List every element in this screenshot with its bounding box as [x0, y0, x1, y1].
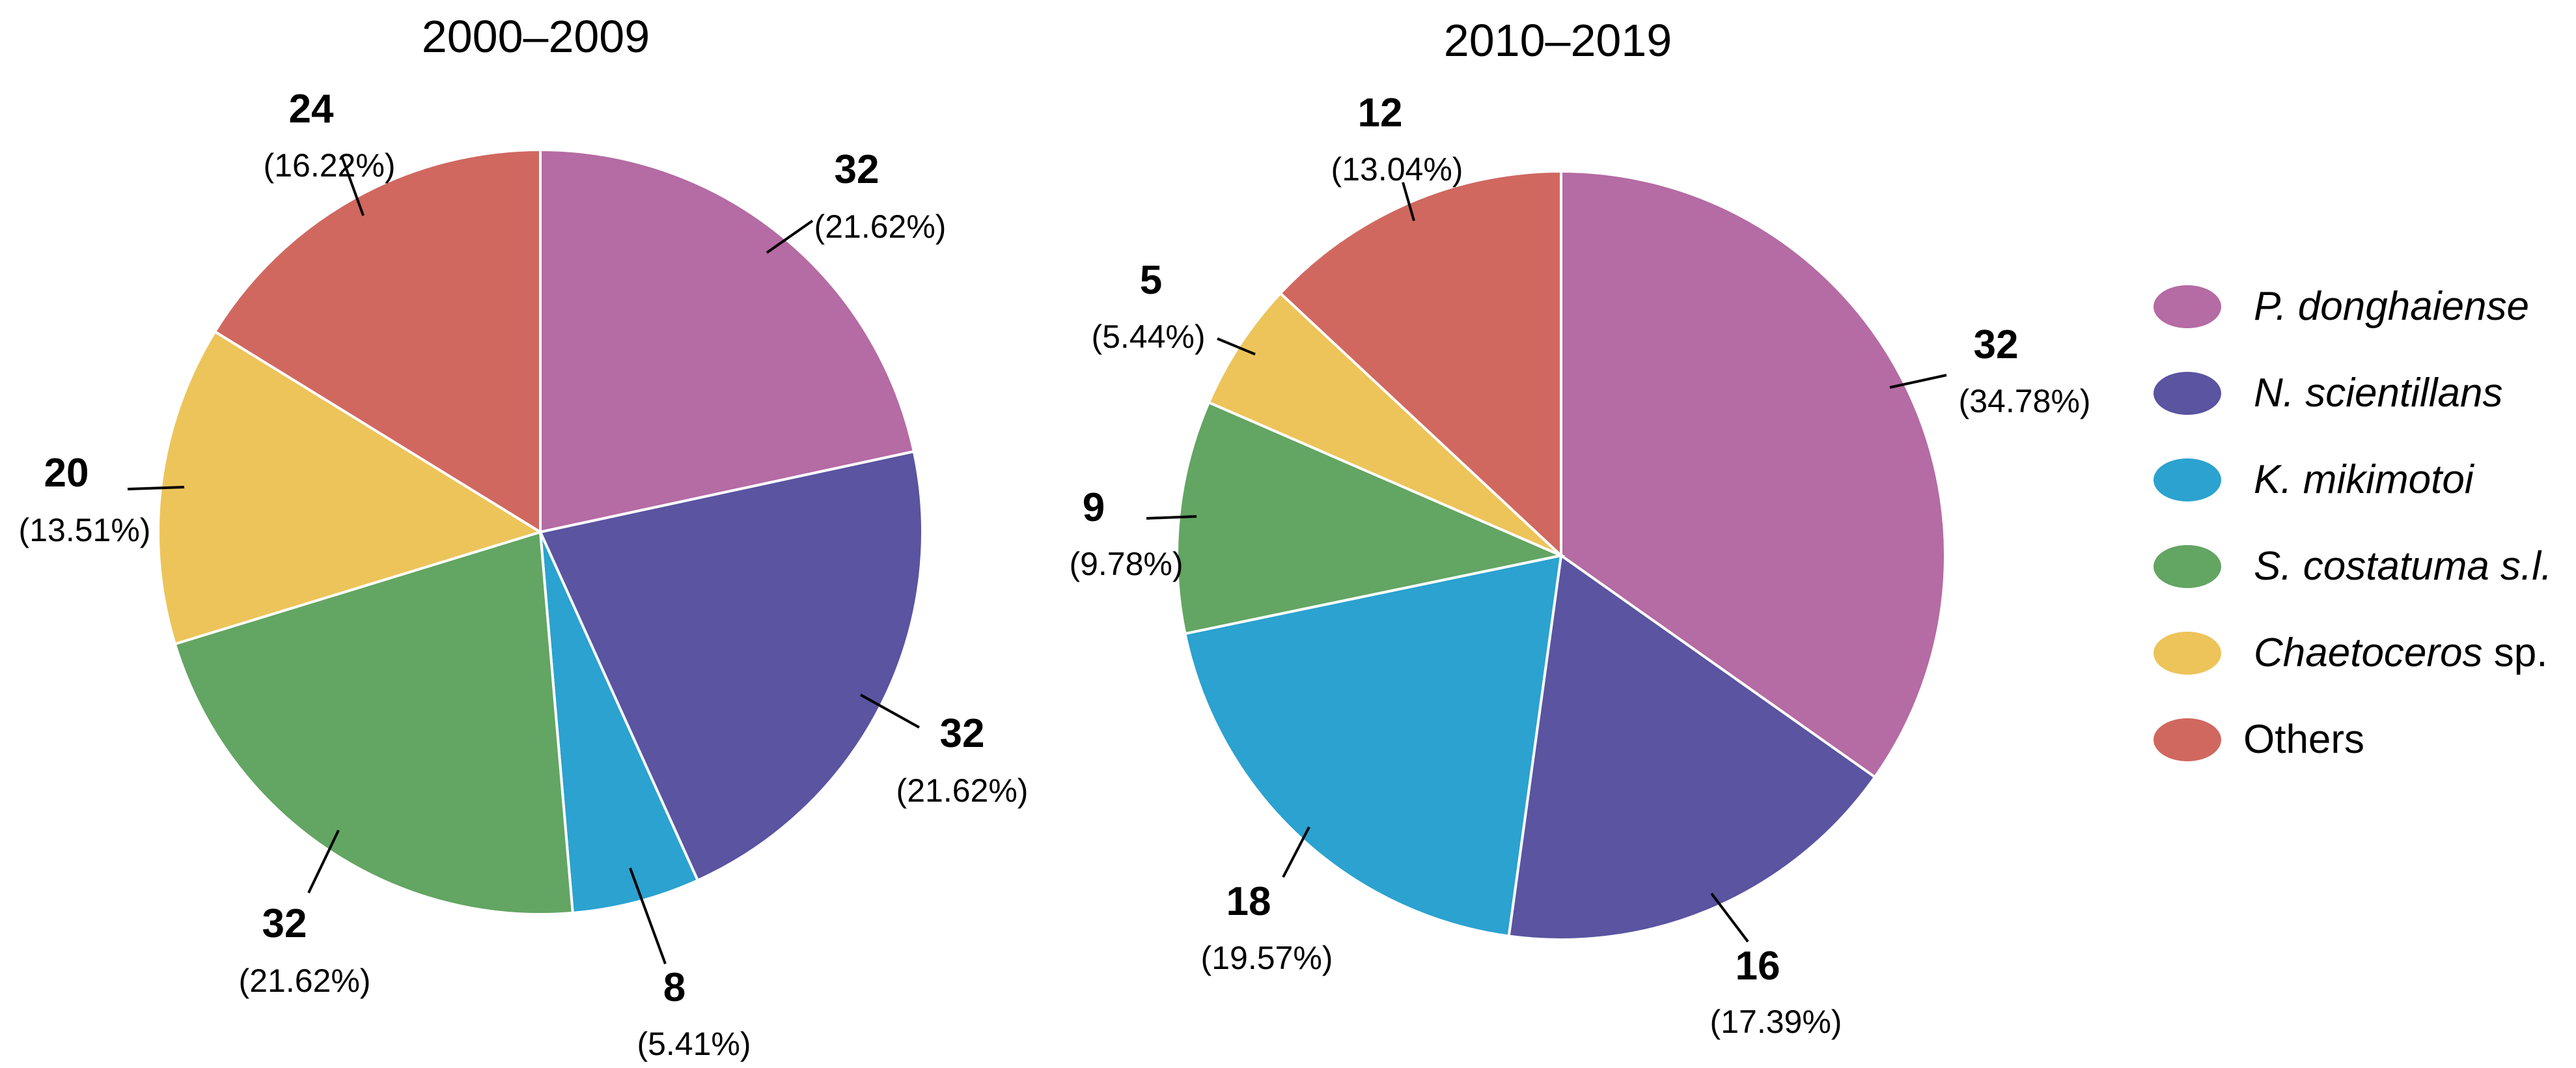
value-label: 12: [1358, 91, 1403, 135]
pie-chart-2010-2019: 2010–2019 32 (34.78%) 16 (17.39%) 18 (19.57%)…: [1069, 15, 2090, 1040]
legend-item-p-donghaiense: P. donghaiense: [2154, 284, 2529, 329]
leader-line: [1710, 892, 1749, 943]
value-label: 32: [940, 711, 985, 756]
legend-swatch: [2154, 718, 2221, 761]
pie-slice-n-scientillans: [538, 449, 924, 882]
legend-label: Chaetoceros sp.: [2254, 630, 2547, 675]
legend-swatch: [2154, 632, 2221, 675]
pie-slice-chaetoceros-sp: [157, 330, 544, 646]
value-label: 8: [663, 965, 686, 1010]
percent-label: (16.22%): [264, 147, 396, 184]
legend-label: N. scientillans: [2254, 371, 2502, 415]
percent-label: (19.57%): [1201, 940, 1333, 976]
leader-line: [860, 694, 920, 729]
leader-line: [127, 486, 185, 490]
pie-slice-others: [213, 148, 542, 535]
percent-label: (21.62%): [239, 963, 371, 999]
value-label: 16: [1736, 944, 1780, 989]
leader-line: [340, 156, 365, 216]
legend-swatch: [2154, 458, 2221, 501]
legend-item-others: Others: [2154, 717, 2364, 762]
value-label: 20: [44, 451, 89, 496]
pie-slice-p-donghaiense: [539, 148, 916, 534]
pie-slice-chaetoceros-sp: [1207, 291, 1562, 557]
chart-title: 2000–2009: [422, 11, 650, 62]
pie-slice-p-donghaiense: [1560, 169, 1946, 780]
legend-label: Others: [2243, 717, 2364, 762]
value-label: 32: [262, 901, 307, 946]
pie-slice-n-scientillans: [1507, 553, 1877, 941]
value-label: 32: [1974, 322, 2019, 367]
legend-label: P. donghaiense: [2254, 284, 2529, 329]
percent-label: (5.41%): [637, 1026, 751, 1062]
pie-slice-k-mikimotoi: [539, 531, 700, 915]
legend-label: K. mikimotoi: [2254, 457, 2475, 502]
leader-line: [307, 830, 340, 893]
leader-line: [629, 867, 667, 964]
legend-swatch: [2154, 285, 2221, 328]
legend-swatch: [2154, 545, 2221, 588]
pie-slices: [157, 148, 924, 916]
value-label: 24: [289, 87, 334, 132]
pie-chart-2000-2009: 2000–2009 32(21.62%)32(21.62%)8(5.41%)32…: [19, 11, 1029, 1062]
leader-line: [1282, 826, 1310, 878]
chart-title: 2010–2019: [1444, 15, 1672, 66]
percent-label: (13.04%): [1331, 151, 1463, 188]
pie-labels: 32 (21.62%) 32 (21.62%) 8 (5.41%) 32 (21.62%) 20…: [19, 87, 1029, 1062]
value-label: 32: [835, 147, 879, 192]
percent-label: (13.51%): [19, 512, 151, 548]
percent-label: (21.62%): [896, 772, 1029, 809]
legend-item-chaetoceros: Chaetoceros sp.: [2154, 630, 2547, 675]
value-label: 9: [1083, 485, 1105, 530]
legend-swatch: [2154, 372, 2221, 415]
pie-labels: 32 (34.78%) 16 (17.39%) 18 (19.57%) 9 (9.78%) 5 (…: [1069, 91, 2090, 1040]
percent-label: (5.44%): [1091, 318, 1205, 355]
percent-label: (34.78%): [1959, 383, 2091, 419]
legend-item-s-costatuma-s-l: S. costatuma s.l.: [2154, 544, 2552, 589]
pie-slice-s-costatuma-s-l: [173, 530, 574, 916]
percent-label: (9.78%): [1069, 546, 1183, 582]
percent-label: (17.39%): [1710, 1004, 1842, 1040]
leader-line: [1889, 374, 1947, 389]
pie-slice-k-mikimotoi: [1183, 554, 1563, 938]
pie-slices: [1176, 169, 1946, 941]
legend-item-k-mikimotoi: K. mikimotoi: [2154, 457, 2475, 502]
percent-label: (21.62%): [814, 208, 947, 245]
value-label: 18: [1226, 879, 1271, 924]
leader-line: [1146, 515, 1197, 520]
leader-line: [766, 219, 814, 254]
value-label: 5: [1140, 258, 1162, 303]
leader-line: [1217, 337, 1256, 356]
legend-item-n-scientillans: N. scientillans: [2154, 371, 2502, 415]
leader-line: [1402, 182, 1415, 221]
legend-label: S. costatuma s.l.: [2254, 544, 2552, 589]
legend: P. donghaiense N. scientillans K. mikimoto…: [2154, 284, 2552, 762]
